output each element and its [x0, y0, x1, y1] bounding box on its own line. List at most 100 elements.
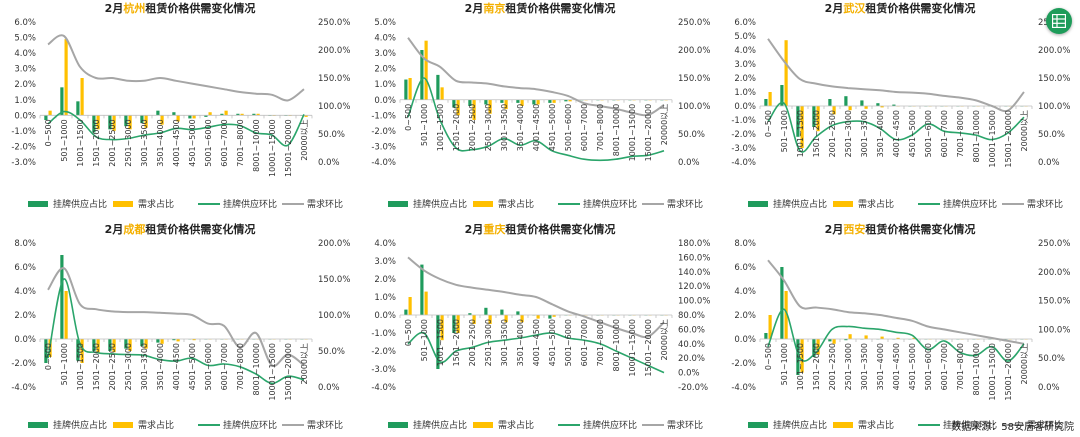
supply-share-bar	[420, 264, 424, 315]
y-right-tick-label: 160.0%	[678, 253, 710, 263]
supply-share-bar	[780, 85, 784, 106]
x-category-label: 7001~8000	[956, 343, 965, 390]
demand-share-bar	[440, 87, 444, 100]
y-left-tick-label: -3.0%	[731, 144, 756, 154]
demand-share-bar	[488, 315, 492, 324]
y-right-tick-label: 0.0%	[318, 158, 340, 168]
chart-title-prefix: 2月	[104, 223, 124, 236]
demand-share-bar	[472, 315, 476, 324]
y-right-tick-label: 100.0%	[1038, 325, 1070, 335]
demand-share-bar	[784, 291, 788, 339]
spreadsheet-icon[interactable]	[1046, 8, 1072, 34]
demand-mom-line	[767, 38, 1025, 113]
x-category-label: 5001~6000	[924, 110, 933, 157]
y-right-tick-label: 100.0%	[678, 102, 710, 112]
chart-panel: 2月杭州租赁价格供需变化情况 6.0% 5.0% 4.0% 3.0% 2.0% 1.0% 0.…	[0, 0, 360, 218]
supply-share-bar	[484, 307, 488, 315]
supply-share-bar	[860, 100, 864, 106]
demand-share-bar	[520, 99, 524, 106]
demand-share-bar	[472, 99, 476, 120]
chart-title-city: 重庆	[483, 223, 506, 236]
x-category-label: 1001~1500	[76, 343, 85, 390]
x-category-label: 15001~20000	[1004, 343, 1013, 401]
legend-label: 需求占比	[858, 198, 894, 210]
demand-share-bar	[424, 291, 428, 315]
chart-svg: 4.0% 3.0% 2.0% 1.0% 0.0% -1.0% -2.0% -3.0% -4.0%…	[371, 239, 710, 431]
supply-share-bar	[436, 315, 440, 369]
demand-mom-line	[767, 259, 1025, 345]
x-category-label: 2001~2500	[108, 343, 117, 390]
x-category-label: 10001~15000	[268, 343, 277, 401]
chart-title-city: 武汉	[843, 2, 866, 15]
y-left-tick-label: 1.0%	[734, 88, 756, 98]
legend-swatch-supply-share	[388, 422, 408, 428]
demand-mom-line	[407, 37, 665, 117]
x-category-label: 2501~3000	[844, 110, 853, 157]
supply-share-bar	[892, 104, 896, 106]
x-category-label: 6001~7000	[220, 343, 229, 390]
x-category-label: 20000以上	[660, 319, 669, 360]
chart-title-suffix: 租赁价格供需变化情况	[145, 223, 256, 236]
demand-share-bar	[424, 40, 428, 100]
x-category-label: 2001~2500	[108, 119, 117, 166]
supply-share-bar	[548, 99, 552, 103]
demand-share-bar	[832, 106, 836, 115]
x-category-label: 15001~20000	[284, 343, 293, 401]
legend-label: 需求占比	[498, 419, 534, 431]
demand-share-bar	[144, 339, 148, 349]
y-right-tick-label: 50.0%	[678, 130, 705, 140]
y-left-tick-label: -4.0%	[731, 383, 756, 393]
chart-title-prefix: 2月	[824, 223, 844, 236]
chart-title-city: 杭州	[123, 2, 146, 15]
demand-share-bar	[864, 106, 868, 109]
y-right-tick-label: 60.0%	[678, 325, 705, 335]
x-category-label: 8001~10000	[252, 343, 261, 396]
y-left-tick-label: -3.0%	[11, 158, 36, 168]
chart-panel: 2月武汉租赁价格供需变化情况 6.0% 5.0% 4.0% 3.0% 2.0% 1.0% 0.…	[720, 0, 1080, 218]
x-category-label: 10001~15000	[268, 119, 277, 177]
demand-share-bar	[408, 78, 412, 100]
legend-label: 挂牌供应环比	[223, 419, 277, 431]
legend-swatch-demand-share	[473, 201, 493, 207]
x-category-label: 10001~15000	[988, 343, 997, 401]
chart-title: 2月成都租赁价格供需变化情况	[0, 221, 360, 237]
chart-title-suffix: 租赁价格供需变化情况	[865, 2, 976, 15]
demand-share-bar	[768, 315, 772, 339]
x-category-label: 2001~2500	[468, 104, 477, 151]
x-category-label: 5001~6000	[564, 104, 573, 151]
y-left-tick-label: -2.0%	[11, 142, 36, 152]
y-left-tick-label: 1.0%	[374, 293, 396, 303]
x-category-label: 3501~4000	[516, 319, 525, 366]
x-category-label: 5001~6000	[204, 119, 213, 166]
chart-title: 2月南京租赁价格供需变化情况	[360, 0, 720, 16]
legend-label: 挂牌供应占比	[53, 419, 107, 431]
y-left-tick-label: 5.0%	[374, 18, 396, 28]
legend-swatch-supply-share	[28, 201, 48, 207]
supply-share-bar	[452, 99, 456, 108]
demand-share-bar	[816, 106, 820, 132]
y-right-tick-label: 250.0%	[678, 18, 710, 28]
y-left-tick-label: 2.0%	[374, 65, 396, 75]
supply-share-bar	[828, 339, 832, 342]
supply-mom-line	[47, 110, 305, 147]
x-category-label: 1501~2000	[812, 343, 821, 390]
legend-swatch-supply-share	[748, 422, 768, 428]
x-category-label: 1501~2000	[812, 110, 821, 157]
x-category-label: 1001~1500	[796, 110, 805, 157]
chart-title-prefix: 2月	[824, 2, 844, 15]
y-right-tick-label: 50.0%	[1038, 130, 1065, 140]
x-category-label: 3501~4000	[516, 104, 525, 151]
y-left-tick-label: 2.0%	[374, 275, 396, 285]
supply-share-bar	[76, 101, 80, 116]
x-category-label: 20000以上	[1020, 110, 1029, 151]
chart-panel: 2月重庆租赁价格供需变化情况 4.0% 3.0% 2.0% 1.0% 0.0% -1.0% -…	[360, 219, 720, 437]
demand-share-bar	[80, 339, 84, 363]
y-left-tick-label: 4.0%	[374, 34, 396, 44]
demand-share-bar	[48, 110, 52, 116]
chart-svg: 8.0% 6.0% 4.0% 2.0% 0.0% -2.0% -4.0% 250.0% 200.…	[731, 239, 1070, 431]
y-left-tick-label: 0.0%	[374, 96, 396, 106]
supply-share-bar	[828, 99, 832, 106]
y-left-tick-label: -2.0%	[731, 359, 756, 369]
supply-share-bar	[796, 106, 800, 137]
x-category-label: 4001~4500	[532, 319, 541, 366]
